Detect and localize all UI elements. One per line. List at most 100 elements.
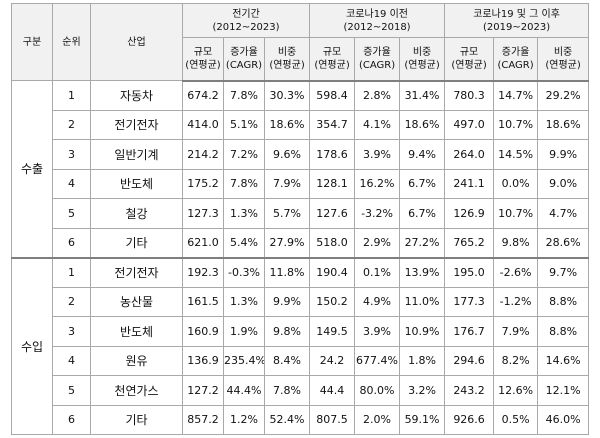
header-metric-growth: 증가율 (CAGR) [223,37,265,82]
industry-cell: 원유 [90,345,183,376]
group-label: 수출 [11,80,53,258]
value-cell-growth: 2.9% [354,227,401,258]
table-row: 3 일반기계 214.2 7.2% 9.6% 178.6 3.9% 9.4% 264.0 14.5… [12,139,590,170]
value-cell-share: 9.9% [263,286,311,317]
value-cell-growth: 2.0% [354,404,401,435]
table-row: 4 원유 136.9 235.4% 8.4% 24.2 677.4% 1.8% 294.6 8.2… [12,345,590,376]
value-cell-size: 128.1 [309,168,356,199]
value-cell-size: 127.3 [182,198,224,229]
value-cell-share: 10.9% [399,316,446,347]
header-metric-size: 규모 (연평균) [444,37,495,82]
value-cell-size: 598.4 [309,80,356,111]
value-cell-growth: 5.4% [223,227,265,258]
table-row: 6 기타 857.2 1.2% 52.4% 807.5 2.0% 59.1% 926.6 0.5%… [12,404,590,435]
value-cell-growth: 16.2% [354,168,401,199]
value-cell-share: 59.1% [399,404,446,435]
value-cell-size: 195.0 [444,256,495,288]
value-cell-growth: -2.6% [493,256,539,288]
value-cell-share: 27.9% [263,227,311,258]
value-cell-size: 264.0 [444,139,495,170]
header-period-all: 전기간 (2012~2023) [181,3,311,38]
header-row-metrics: 규모 (연평균) 증가율 (CAGR) 비중 (연평균) 규모 (연평균) 증가율 (CAGR) 비… [12,37,590,82]
metric-unit: (연평균) [185,59,221,71]
rank-cell: 6 [52,227,91,258]
value-cell-size: 497.0 [444,109,495,140]
value-cell-share: 18.6% [399,109,446,140]
value-cell-growth: 7.9% [493,316,539,347]
value-cell-size: 136.9 [182,345,224,376]
header-metric-share: 비중 (연평균) [537,37,590,82]
value-cell-share: 8.8% [537,316,590,347]
value-cell-growth: 0.1% [354,256,401,288]
value-cell-size: 175.2 [182,168,224,199]
metric-unit: (CAGR) [358,59,396,71]
value-cell-size: 926.6 [444,404,495,435]
value-cell-size: 294.6 [444,345,495,376]
metric-unit: (연평균) [269,59,305,71]
value-cell-growth: 5.1% [223,109,265,140]
trade-industry-table: 구분 순위 산업 전기간 (2012~2023) 코로나19 이전 (2012~… [11,3,590,435]
value-cell-size: 44.4 [309,375,356,406]
value-cell-size: 176.7 [444,316,495,347]
metric-label: 규모 [322,46,342,58]
period-title: 코로나19 및 그 이후 [473,8,560,20]
metric-label: 비중 [412,46,432,58]
value-cell-share: 9.8% [263,316,311,347]
value-cell-size: 192.3 [182,256,224,288]
value-cell-share: 46.0% [537,404,590,435]
period-range: (2019~2023) [483,21,551,33]
value-cell-share: 9.6% [263,139,311,170]
header-industry: 산업 [90,3,183,81]
value-cell-share: 7.8% [263,375,311,406]
value-cell-growth: 4.9% [354,286,401,317]
value-cell-size: 765.2 [444,227,495,258]
header-metric-size: 규모 (연평균) [309,37,356,82]
value-cell-share: 30.3% [263,80,311,111]
header-metric-growth: 증가율 (CAGR) [354,37,401,82]
value-cell-share: 14.6% [537,345,590,376]
value-cell-share: 11.0% [399,286,446,317]
group-label: 수입 [11,256,53,435]
industry-cell: 기타 [90,227,183,258]
value-cell-share: 3.2% [399,375,446,406]
industry-cell: 철강 [90,198,183,229]
industry-cell: 전기전자 [90,109,183,140]
value-cell-size: 621.0 [182,227,224,258]
value-cell-growth: 10.7% [493,198,539,229]
value-cell-share: 18.6% [263,109,311,140]
value-cell-growth: 14.5% [493,139,539,170]
value-cell-share: 27.2% [399,227,446,258]
metric-label: 증가율 [501,46,530,58]
value-cell-size: 414.0 [182,109,224,140]
value-cell-growth: 10.7% [493,109,539,140]
value-cell-share: 7.9% [263,168,311,199]
value-cell-size: 780.3 [444,80,495,111]
value-cell-growth: 0.5% [493,404,539,435]
value-cell-growth: 7.8% [223,168,265,199]
rank-cell: 5 [52,198,91,229]
rank-cell: 5 [52,375,91,406]
value-cell-growth: 4.1% [354,109,401,140]
industry-cell: 농산물 [90,286,183,317]
table-row: 6 기타 621.0 5.4% 27.9% 518.0 2.9% 27.2% 765.2 9.8%… [12,227,590,258]
value-cell-size: 518.0 [309,227,356,258]
metric-label: 증가율 [363,46,391,58]
rank-cell: 4 [52,345,91,376]
value-cell-share: 9.0% [537,168,590,199]
metric-unit: (CAGR) [225,59,263,71]
table-row: 5 철강 127.3 1.3% 5.7% 127.6 -3.2% 6.7% 126.9 10.7%… [12,198,590,229]
value-cell-growth: 3.9% [354,139,401,170]
rank-cell: 3 [52,139,91,170]
value-cell-growth: 7.2% [223,139,265,170]
industry-cell: 천연가스 [90,375,183,406]
value-cell-share: 8.8% [537,286,590,317]
value-cell-size: 150.2 [309,286,356,317]
value-cell-growth: 2.8% [354,80,401,111]
rank-cell: 2 [52,286,91,317]
value-cell-size: 807.5 [309,404,356,435]
value-cell-size: 127.6 [309,198,356,229]
value-cell-growth: 1.3% [223,286,265,317]
metric-label: 규모 [193,46,213,58]
table-body: 수출 1 자동차 674.2 7.8% 30.3% 598.4 2.8% 31.4% 780.3 1… [11,80,590,435]
value-cell-growth: 9.8% [493,227,539,258]
